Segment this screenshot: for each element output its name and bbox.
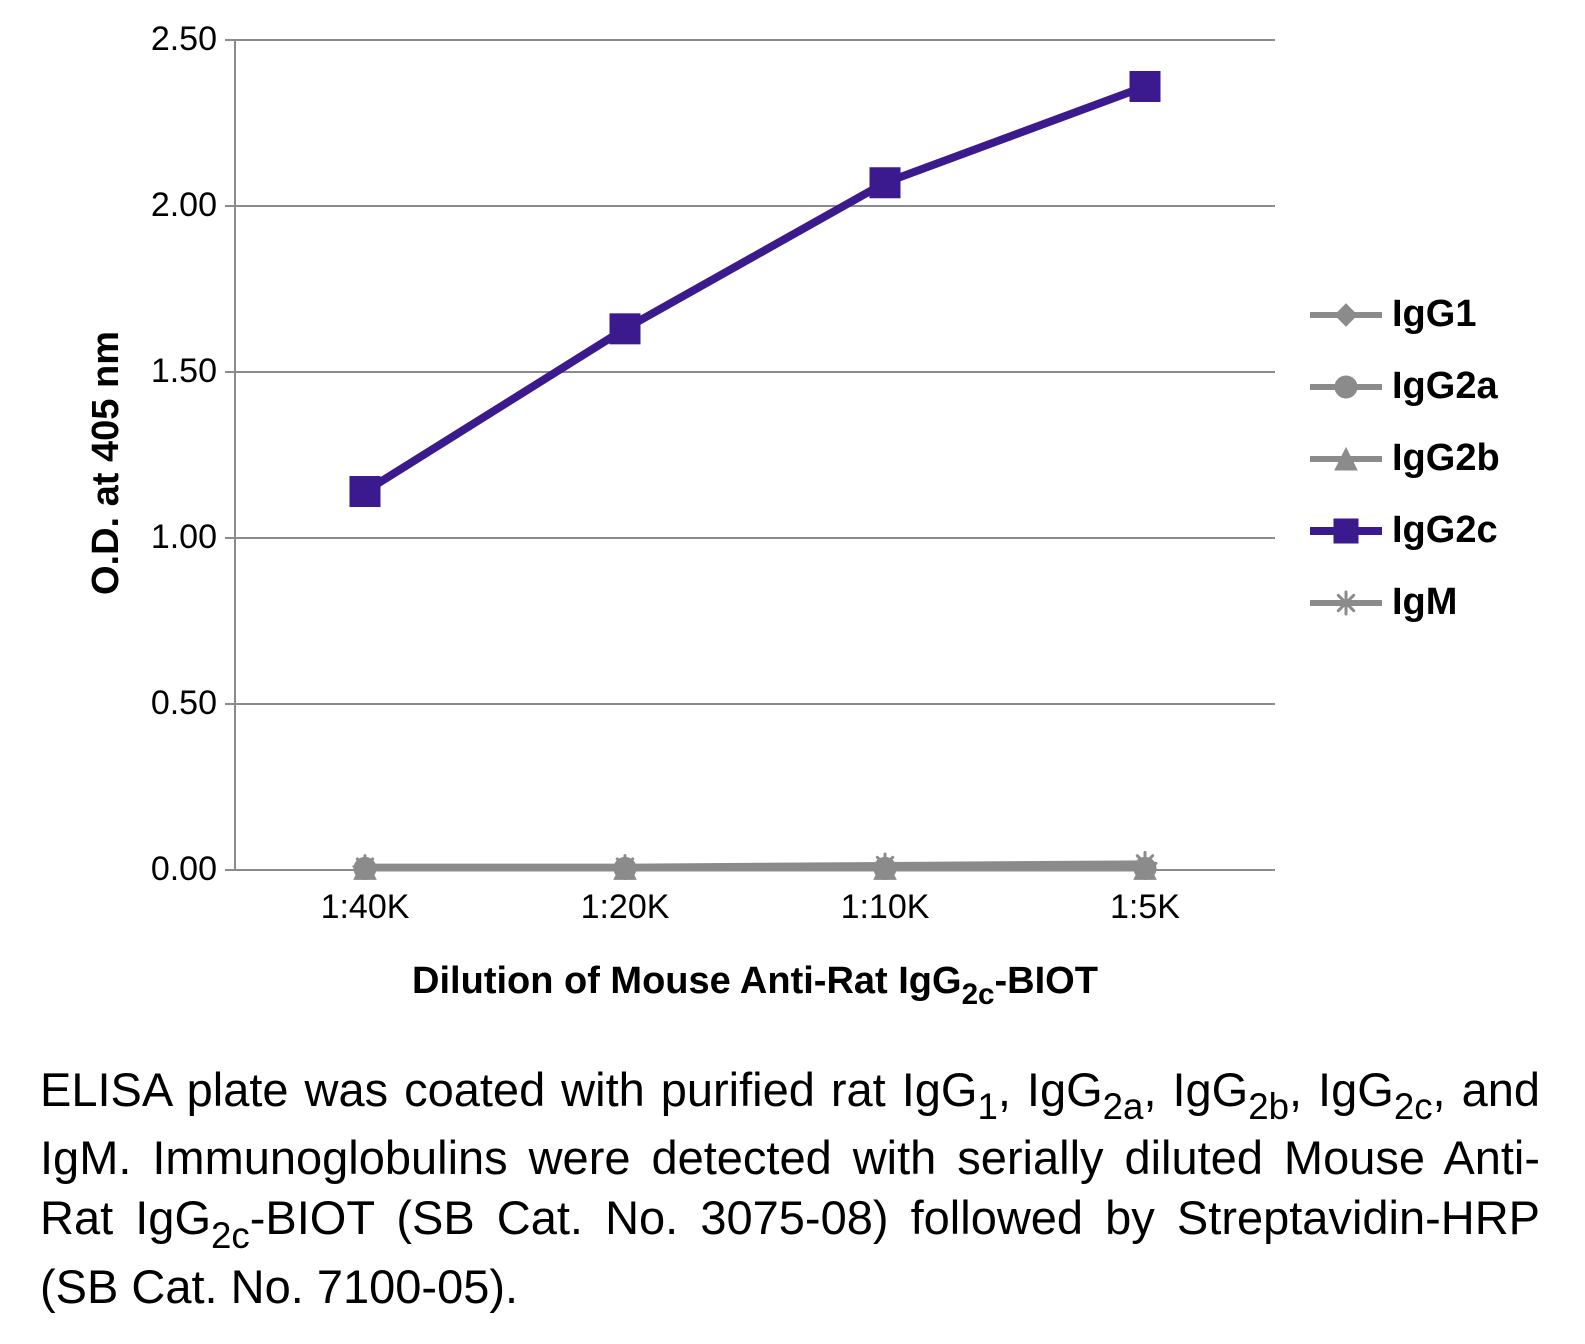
legend-label: IgG1 [1392, 293, 1476, 336]
legend-item: IgG2c [1310, 509, 1498, 552]
x-tick-label: 1:40K [295, 888, 435, 927]
y-tick-label: 0.50 [151, 684, 217, 723]
x-axis-label: Dilution of Mouse Anti-Rat IgG2c-BIOT [235, 960, 1275, 1010]
chart-container: O.D. at 405 nm Dilution of Mouse Anti-Ra… [40, 20, 1540, 1020]
y-tick-label: 1.00 [151, 518, 217, 557]
y-tick-label: 1.50 [151, 352, 217, 391]
x-tick-label: 1:20K [555, 888, 695, 927]
y-tick-label: 2.50 [151, 20, 217, 59]
y-axis-label: O.D. at 405 nm [85, 331, 128, 595]
legend-item: IgG2a [1310, 365, 1498, 408]
legend-marker-icon [1310, 369, 1382, 405]
legend-label: IgM [1392, 581, 1457, 624]
legend-marker-icon [1310, 441, 1382, 477]
legend-label: IgG2a [1392, 365, 1498, 408]
legend-label: IgG2c [1392, 509, 1498, 552]
y-tick-label: 0.00 [151, 850, 217, 889]
x-tick-label: 1:10K [815, 888, 955, 927]
legend-marker-icon [1310, 513, 1382, 549]
legend-marker-icon [1310, 297, 1382, 333]
caption-text: ELISA plate was coated with purified rat… [40, 1060, 1540, 1317]
legend-item: IgM [1310, 581, 1457, 624]
x-tick-label: 1:5K [1075, 888, 1215, 927]
legend-marker-icon [1310, 585, 1382, 621]
y-tick-label: 2.00 [151, 186, 217, 225]
legend-item: IgG1 [1310, 293, 1476, 336]
legend-label: IgG2b [1392, 437, 1500, 480]
legend-item: IgG2b [1310, 437, 1500, 480]
